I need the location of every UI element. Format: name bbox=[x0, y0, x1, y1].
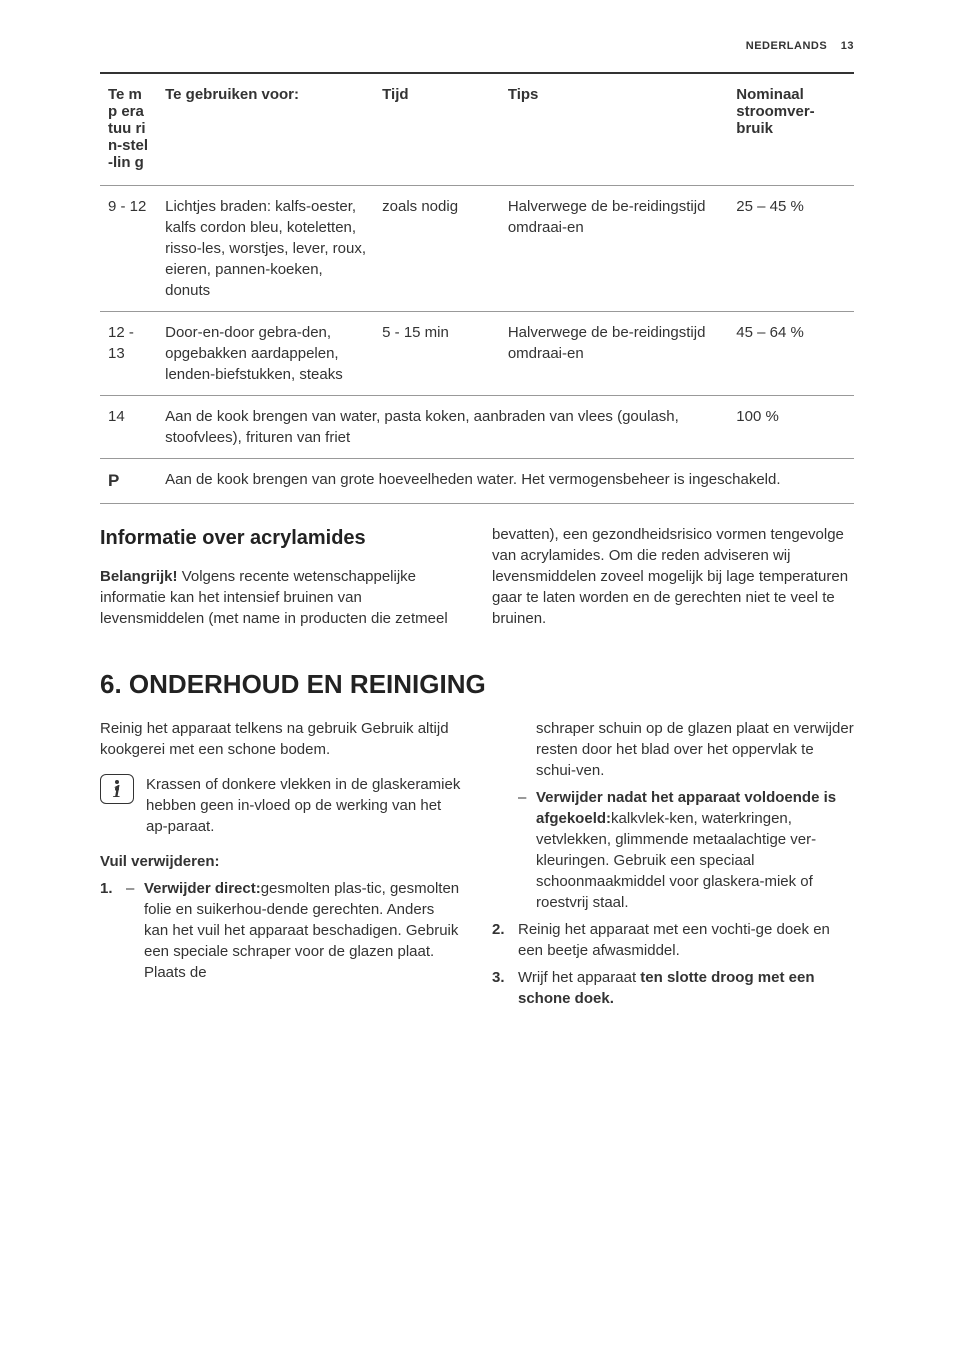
step2-text: Reinig het apparaat met een vochti-ge do… bbox=[518, 919, 854, 961]
acrylamides-col1: Informatie over acrylamides Belangrijk! … bbox=[100, 524, 462, 629]
remove-dirt-heading: Vuil verwijderen: bbox=[100, 851, 462, 872]
col-header-temp: Te mp era tuu rin-stel-lin g bbox=[100, 73, 157, 186]
cell-tips: Halverwege de be-reidingstijd omdraai-en bbox=[500, 186, 728, 312]
table-row: P Aan de kook brengen van grote hoeveelh… bbox=[100, 459, 854, 504]
chapter-title: ONDERHOUD EN REINIGING bbox=[122, 669, 486, 699]
cell-temp: 9 - 12 bbox=[100, 186, 157, 312]
dash-bullet: – bbox=[126, 878, 144, 983]
step-number: 3. bbox=[492, 967, 518, 1009]
table-header-row: Te mp era tuu rin-stel-lin g Te gebruike… bbox=[100, 73, 854, 186]
steps-list-right: 2. Reinig het apparaat met een vochti-ge… bbox=[492, 919, 854, 1009]
cell-power: 45 – 64 % bbox=[728, 312, 854, 396]
list-item: 3. Wrijf het apparaat ten slotte droog m… bbox=[492, 967, 854, 1009]
cell-temp: 12 - 13 bbox=[100, 312, 157, 396]
header-lang: NEDERLANDS bbox=[746, 40, 827, 52]
acrylamides-section: Informatie over acrylamides Belangrijk! … bbox=[100, 524, 854, 629]
col-header-time: Tijd bbox=[374, 73, 500, 186]
cell-use-wide: Aan de kook brengen van water, pasta kok… bbox=[157, 396, 728, 459]
maintenance-col2: schraper schuin op de glazen plaat en ve… bbox=[492, 718, 854, 1015]
dash-item: – Verwijder nadat het apparaat voldoende… bbox=[492, 787, 854, 913]
acrylamides-text2: bevatten), een gezondheidsrisico vormen … bbox=[492, 524, 854, 629]
page-header: NEDERLANDS 13 bbox=[100, 40, 854, 52]
step3-pre: Wrijf het apparaat bbox=[518, 969, 640, 986]
maintenance-col1: Reinig het apparaat telkens na gebruik G… bbox=[100, 718, 462, 1015]
table-row: 12 - 13 Door-en-door gebra-den, opgebakk… bbox=[100, 312, 854, 396]
step-number: 1. bbox=[100, 878, 126, 989]
dash-item: – Verwijder direct:gesmolten plas-tic, g… bbox=[126, 878, 462, 983]
cell-power: 100 % bbox=[728, 396, 854, 459]
col-header-use: Te gebruiken voor: bbox=[157, 73, 374, 186]
cell-use: Lichtjes braden: kalfs-oester, kalfs cor… bbox=[157, 186, 374, 312]
table-row: 14 Aan de kook brengen van water, pasta … bbox=[100, 396, 854, 459]
acrylamides-heading: Informatie over acrylamides bbox=[100, 524, 462, 552]
acrylamides-col2: bevatten), een gezondheidsrisico vormen … bbox=[492, 524, 854, 629]
chapter-number: 6. bbox=[100, 669, 122, 699]
col-header-tips: Tips bbox=[500, 73, 728, 186]
cell-use: Door-en-door gebra-den, opgebakken aarda… bbox=[157, 312, 374, 396]
info-note-row: 1 Krassen of donkere vlekken in de glask… bbox=[100, 774, 462, 837]
step-number: 2. bbox=[492, 919, 518, 961]
acrylamides-text1: Belangrijk! Volgens recente wetenschappe… bbox=[100, 566, 462, 629]
chapter-heading: 6. ONDERHOUD EN REINIGING bbox=[100, 669, 854, 700]
cell-time: zoals nodig bbox=[374, 186, 500, 312]
cell-power: 25 – 45 % bbox=[728, 186, 854, 312]
cell-full: Aan de kook brengen van grote hoeveelhed… bbox=[157, 459, 854, 504]
cell-temp-p: P bbox=[100, 459, 157, 504]
col-header-power: Nominaal stroomver-bruik bbox=[728, 73, 854, 186]
page-number: 13 bbox=[841, 40, 854, 52]
list-item: 2. Reinig het apparaat met een vochti-ge… bbox=[492, 919, 854, 961]
cell-temp: 14 bbox=[100, 396, 157, 459]
step1-bold: Verwijder direct: bbox=[144, 880, 261, 897]
maintenance-intro: Reinig het apparaat telkens na gebruik G… bbox=[100, 718, 462, 760]
info-icon: 1 bbox=[100, 774, 134, 804]
cooking-table: Te mp era tuu rin-stel-lin g Te gebruike… bbox=[100, 72, 854, 504]
maintenance-section: Reinig het apparaat telkens na gebruik G… bbox=[100, 718, 854, 1015]
cell-tips: Halverwege de be-reidingstijd omdraai-en bbox=[500, 312, 728, 396]
list-item: 1. – Verwijder direct:gesmolten plas-tic… bbox=[100, 878, 462, 989]
cell-time: 5 - 15 min bbox=[374, 312, 500, 396]
important-label: Belangrijk! bbox=[100, 568, 178, 585]
table-row: 9 - 12 Lichtjes braden: kalfs-oester, ka… bbox=[100, 186, 854, 312]
steps-list-left: 1. – Verwijder direct:gesmolten plas-tic… bbox=[100, 878, 462, 989]
info-note-text: Krassen of donkere vlekken in de glasker… bbox=[146, 774, 462, 837]
step1-continuation: schraper schuin op de glazen plaat en ve… bbox=[492, 718, 854, 781]
dash-bullet: – bbox=[518, 787, 536, 913]
